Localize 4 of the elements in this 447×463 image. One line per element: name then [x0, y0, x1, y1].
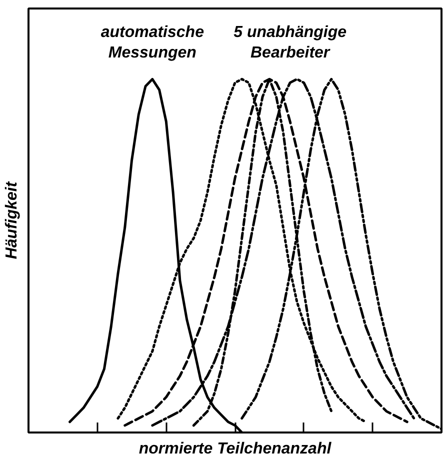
- text: automatische Messungen: [100, 24, 204, 62]
- text: 5 unabhängige Bearbeiter: [234, 24, 347, 62]
- x-axis-title: normierte Teilchenanzahl: [138, 440, 332, 458]
- y-axis-title: Häufigkeit: [4, 181, 20, 260]
